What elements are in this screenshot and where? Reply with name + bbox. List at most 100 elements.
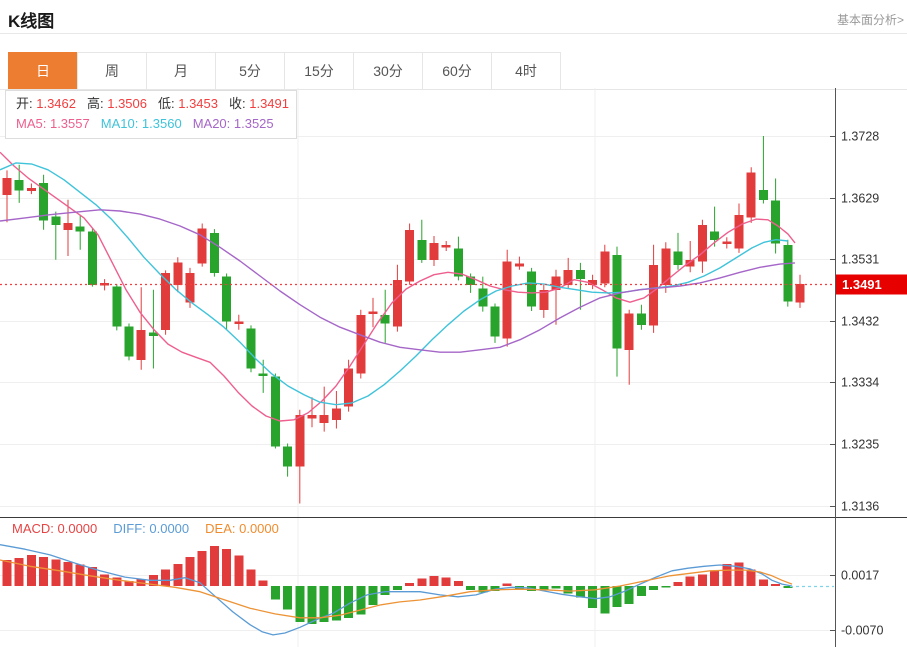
page-title: K线图 <box>8 12 55 31</box>
macd-bar <box>258 580 268 586</box>
candle-body <box>136 329 146 360</box>
axis-label: 1.3432 <box>841 315 879 329</box>
candle-body <box>258 373 268 376</box>
macd-bar <box>14 558 24 586</box>
macd-bar <box>246 569 256 586</box>
candle-body <box>588 279 598 285</box>
macd-bar <box>368 586 378 606</box>
axis-label: 1.3136 <box>841 500 879 514</box>
legend-item: MACD: 0.0000 <box>12 521 98 536</box>
candle-body <box>380 314 390 324</box>
macd-bar <box>636 586 646 597</box>
axis-label: 1.3235 <box>841 438 879 452</box>
macd-bar <box>380 586 390 595</box>
macd-bar <box>746 569 756 586</box>
tab-30分[interactable]: 30分 <box>353 52 423 90</box>
macd-bar <box>685 576 695 586</box>
candle-body <box>26 187 36 191</box>
tab-4时[interactable]: 4时 <box>491 52 561 90</box>
candle-body <box>649 264 659 326</box>
kline-chart[interactable]: 1.3728 1.3629 1.3531 1.3432 1.3334 1.3235 1.31… <box>0 88 907 647</box>
candle-body <box>722 241 732 245</box>
axis-label: 0.0017 <box>841 569 879 583</box>
candle-body <box>100 282 110 286</box>
macd-bar <box>2 559 12 586</box>
candle-body <box>234 321 244 325</box>
macd-bar <box>63 561 73 586</box>
candle-body <box>429 242 439 260</box>
macd-bar <box>563 586 573 594</box>
macd-bar <box>441 577 451 586</box>
macd-bar <box>478 586 488 593</box>
candle-body <box>344 368 354 407</box>
candle-body <box>502 261 512 339</box>
candle-body <box>368 311 378 315</box>
dea-line <box>0 559 793 619</box>
candle-body <box>624 313 634 350</box>
macd-bar <box>185 556 195 586</box>
candle-body <box>490 306 500 337</box>
candle-body <box>575 269 585 280</box>
candle-body <box>527 271 537 307</box>
ma-row: MA5: 1.3557 MA10: 1.3560 MA20: 1.3525 <box>16 114 296 134</box>
period-tabbar: 日周月 5分 15分 30分 60分 4时 <box>8 52 561 90</box>
candle-body <box>441 244 451 248</box>
candle-body <box>307 414 317 419</box>
legend-item: 高: 1.3506 <box>87 96 147 111</box>
macd-bar <box>539 586 549 590</box>
macd-bar <box>209 545 219 586</box>
macd-bar <box>453 580 463 586</box>
candle-body <box>51 216 61 225</box>
candle-body <box>758 189 768 200</box>
tab-60分[interactable]: 60分 <box>422 52 492 90</box>
macd-bar <box>405 582 415 586</box>
candle-body <box>39 182 49 221</box>
tab-5分[interactable]: 5分 <box>215 52 285 90</box>
tabbar-underline <box>0 89 907 90</box>
candle-body <box>63 222 73 230</box>
macd-bar <box>417 578 427 586</box>
candle-body <box>405 229 415 282</box>
macd-bar <box>331 586 341 621</box>
tab-月[interactable]: 月 <box>146 52 216 90</box>
candle-body <box>124 326 134 357</box>
candle-body <box>246 328 256 369</box>
macd-bar <box>270 586 280 600</box>
candle-body <box>75 226 85 232</box>
candle-body <box>283 446 293 467</box>
macd-bar <box>612 586 622 607</box>
candle-body <box>563 269 573 285</box>
candle-body <box>417 239 427 260</box>
macd-bar <box>783 586 793 588</box>
fundamental-analysis-link[interactable]: 基本面分析> <box>836 13 904 27</box>
candle-body <box>466 276 476 285</box>
tab-日[interactable]: 日 <box>8 52 78 90</box>
candle-body <box>661 248 671 285</box>
candle-body <box>87 231 97 285</box>
candle-body <box>112 286 122 327</box>
candle-body <box>173 262 183 285</box>
macd-bar <box>392 586 402 590</box>
ma20-line <box>0 209 796 353</box>
candle-body <box>161 272 171 330</box>
candle-body <box>331 408 341 420</box>
macd-bar <box>490 586 500 592</box>
candle-body <box>356 314 366 374</box>
tab-15分[interactable]: 15分 <box>284 52 354 90</box>
macd-bar <box>295 586 305 623</box>
macd-bar <box>758 579 768 586</box>
axis-label: -0.0070 <box>841 624 883 638</box>
ohlc-ma-legend: 开: 1.3462 高: 1.3506 低: 1.3453 收: 1.3491 MA5… <box>5 90 297 139</box>
candle-body <box>795 284 805 303</box>
legend-item: MA5: 1.3557 <box>16 116 90 131</box>
candle-body <box>685 259 695 267</box>
macd-bar <box>649 586 659 590</box>
tab-周[interactable]: 周 <box>77 52 147 90</box>
macd-bar <box>161 569 171 586</box>
axis-label: 1.3531 <box>841 253 879 267</box>
macd-bar <box>319 586 329 623</box>
candle-body <box>514 263 524 267</box>
legend-item: MA10: 1.3560 <box>100 116 182 131</box>
macd-bar <box>502 583 512 586</box>
last-price-badge <box>836 274 907 295</box>
